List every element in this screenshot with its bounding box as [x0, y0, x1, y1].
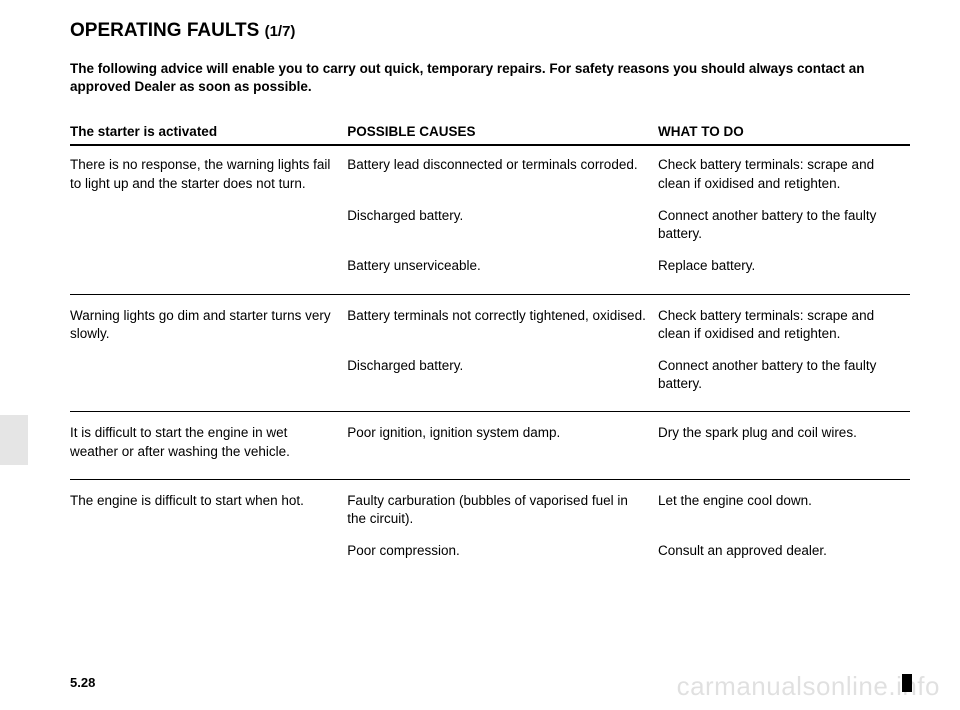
table-row: Discharged battery. Connect another batt… — [70, 207, 910, 243]
header-action: WHAT TO DO — [658, 124, 910, 139]
cell-symptom-empty — [70, 357, 347, 393]
cell-cause: Poor compression. — [347, 542, 658, 560]
cell-action: Replace battery. — [658, 257, 910, 275]
cell-cause: Battery lead disconnected or terminals c… — [347, 156, 658, 192]
cell-symptom: Warning lights go dim and starter turns … — [70, 307, 347, 343]
cell-cause: Discharged battery. — [347, 357, 658, 393]
table-row: Battery unserviceable. Replace battery. — [70, 257, 910, 275]
table-section: There is no response, the warning lights… — [70, 156, 910, 294]
cell-cause: Faulty carburation (bubbles of vaporised… — [347, 492, 658, 528]
table-row: It is difficult to start the engine in w… — [70, 424, 910, 460]
table-row: There is no response, the warning lights… — [70, 156, 910, 192]
intro-text: The following advice will enable you to … — [70, 60, 910, 96]
header-causes: POSSIBLE CAUSES — [347, 124, 658, 139]
cell-symptom: There is no response, the warning lights… — [70, 156, 347, 192]
cell-action: Connect another battery to the faulty ba… — [658, 357, 910, 393]
table-header-row: The starter is activated POSSIBLE CAUSES… — [70, 124, 910, 146]
watermark-text: carmanualsonline.info — [677, 671, 940, 702]
cell-cause: Battery terminals not correctly tightene… — [347, 307, 658, 343]
table-row: Discharged battery. Connect another batt… — [70, 357, 910, 393]
cell-symptom-empty — [70, 257, 347, 275]
cell-action: Connect another battery to the faulty ba… — [658, 207, 910, 243]
cell-action: Check battery terminals: scrape and clea… — [658, 307, 910, 343]
cell-cause: Poor ignition, ignition system damp. — [347, 424, 658, 460]
title-main: OPERATING FAULTS — [70, 20, 259, 41]
table-row: Warning lights go dim and starter turns … — [70, 307, 910, 343]
table-row: The engine is difficult to start when ho… — [70, 492, 910, 528]
cell-cause: Discharged battery. — [347, 207, 658, 243]
cell-cause: Battery unserviceable. — [347, 257, 658, 275]
fault-table: The starter is activated POSSIBLE CAUSES… — [70, 124, 910, 578]
page-number: 5.28 — [70, 675, 95, 690]
table-row: Poor compression. Consult an approved de… — [70, 542, 910, 560]
cell-symptom: It is difficult to start the engine in w… — [70, 424, 347, 460]
cell-symptom-empty — [70, 207, 347, 243]
header-symptom: The starter is activated — [70, 124, 347, 139]
cell-action: Consult an approved dealer. — [658, 542, 910, 560]
table-section: Warning lights go dim and starter turns … — [70, 307, 910, 413]
cell-symptom: The engine is difficult to start when ho… — [70, 492, 347, 528]
page-content: OPERATING FAULTS (1/7) The following adv… — [0, 0, 960, 710]
title-page-count: (1/7) — [265, 23, 296, 40]
table-section: It is difficult to start the engine in w… — [70, 424, 910, 479]
cell-action: Dry the spark plug and coil wires. — [658, 424, 910, 460]
cell-action: Check battery terminals: scrape and clea… — [658, 156, 910, 192]
page-title: OPERATING FAULTS (1/7) — [70, 20, 910, 42]
cell-action: Let the engine cool down. — [658, 492, 910, 528]
cell-symptom-empty — [70, 542, 347, 560]
table-section: The engine is difficult to start when ho… — [70, 492, 910, 579]
